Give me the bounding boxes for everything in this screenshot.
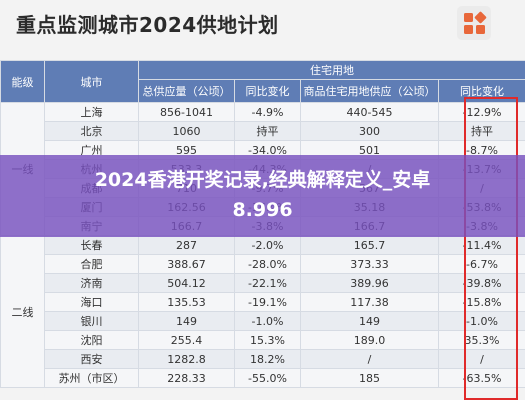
table-row: 沈阳 255.4 15.3% 189.0 35.3% — [1, 330, 525, 350]
cell-city: 北京 — [44, 121, 139, 141]
table-row: 西安 1282.8 18.2% / / — [1, 349, 525, 369]
cell-res: 300 — [300, 121, 439, 141]
cell-res: 389.96 — [300, 273, 439, 293]
overlay-line-1: 2024香港开奖记录,经典解释定义_安卓 — [94, 169, 431, 191]
cell-res: 373.33 — [300, 254, 439, 274]
cell-city: 苏州（市区） — [44, 368, 139, 388]
cell-res: 149 — [300, 311, 439, 331]
overlay-line-2: 8.996 — [232, 199, 293, 221]
cell-yoy2: -11.4% — [438, 235, 525, 255]
cell-city: 西安 — [44, 349, 139, 369]
table-row: 银川 149 -1.0% 149 -1.0% — [1, 311, 525, 331]
cell-res: 185 — [300, 368, 439, 388]
overlay-banner-text: 2024香港开奖记录,经典解释定义_安卓 8.996 — [0, 165, 525, 225]
cell-yoy1: 18.2% — [234, 349, 301, 369]
page-title: 重点监测城市2024供地计划 — [16, 13, 279, 37]
cell-yoy2: -1.0% — [438, 311, 525, 331]
table-row: 济南 504.12 -22.1% 389.96 -39.8% — [1, 273, 525, 293]
table-row: 苏州（市区） 228.33 -55.0% 185 -63.5% — [1, 368, 525, 388]
table-row: 二线 长春 287 -2.0% 165.7 -11.4% — [0, 235, 525, 388]
cell-yoy1: -22.1% — [234, 273, 301, 293]
cell-supply: 287 — [138, 235, 235, 255]
cell-yoy1: -2.0% — [234, 235, 301, 255]
cell-yoy1: -55.0% — [234, 368, 301, 388]
table-row: 海口 135.53 -19.1% 117.38 -15.8% — [1, 292, 525, 312]
cell-yoy1: -4.9% — [234, 102, 301, 122]
cell-yoy2: -15.8% — [438, 292, 525, 312]
cell-supply: 388.67 — [138, 254, 235, 274]
cell-supply: 1282.8 — [138, 349, 235, 369]
highlight-box — [464, 97, 518, 400]
cell-city: 合肥 — [44, 254, 139, 274]
cell-supply: 149 — [138, 311, 235, 331]
cell-res: / — [300, 349, 439, 369]
cell-city: 长春 — [44, 235, 139, 255]
cell-supply: 135.53 — [138, 292, 235, 312]
cell-res: 440-545 — [300, 102, 439, 122]
cell-supply: 1060 — [138, 121, 235, 141]
cell-yoy1: -19.1% — [234, 292, 301, 312]
cell-city: 海口 — [44, 292, 139, 312]
cell-city: 银川 — [44, 311, 139, 331]
overlay-banner — [0, 155, 525, 237]
cell-yoy2: -63.5% — [438, 368, 525, 388]
cell-res: 165.7 — [300, 235, 439, 255]
header-group-residential: 住宅用地 — [138, 60, 525, 80]
cell-yoy1: 持平 — [234, 121, 301, 141]
cell-yoy2: / — [438, 349, 525, 369]
cell-supply: 255.4 — [138, 330, 235, 350]
cell-yoy2: 持平 — [438, 121, 525, 141]
table-row: 北京 1060 持平 300 持平 — [1, 121, 525, 141]
cell-city: 上海 — [44, 102, 139, 122]
header-yoy: 同比变化 — [234, 79, 301, 103]
cell-yoy2: 35.3% — [438, 330, 525, 350]
cell-city: 沈阳 — [44, 330, 139, 350]
header-yoy-residential: 同比变化 — [438, 79, 525, 103]
cell-yoy1: -1.0% — [234, 311, 301, 331]
header-supply: 总供应量（公顷） — [138, 79, 235, 103]
cell-yoy1: -28.0% — [234, 254, 301, 274]
header-residential-supply: 商品住宅用地供应（公顷） — [300, 79, 439, 103]
cell-city: 济南 — [44, 273, 139, 293]
cell-yoy1: 15.3% — [234, 330, 301, 350]
cell-res: 117.38 — [300, 292, 439, 312]
header-tier: 能级 — [0, 60, 45, 103]
tier-second: 二线 — [0, 235, 45, 388]
table-row: 一线上海856-1041-4.9%440-545-12.9% — [0, 102, 525, 236]
orange-grid-logo-icon — [457, 6, 491, 40]
header-city: 城市 — [44, 60, 139, 103]
cell-supply: 856-1041 — [138, 102, 235, 122]
table-row: 合肥 388.67 -28.0% 373.33 -6.7% — [1, 254, 525, 274]
cell-yoy2: -39.8% — [438, 273, 525, 293]
cell-supply: 228.33 — [138, 368, 235, 388]
cell-res: 189.0 — [300, 330, 439, 350]
cell-supply: 504.12 — [138, 273, 235, 293]
